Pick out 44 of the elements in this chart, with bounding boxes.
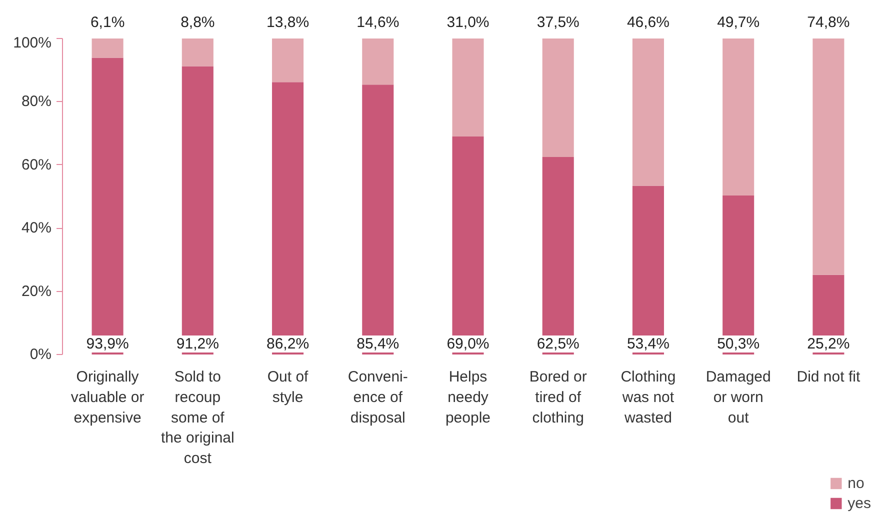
bar — [632, 38, 664, 186]
data-label: 93,9% — [86, 336, 129, 352]
data-label: 49,7% — [717, 14, 760, 32]
bar — [92, 38, 124, 58]
legend-label: yes — [848, 494, 871, 512]
data-label: 91,2% — [176, 336, 219, 352]
bar — [182, 38, 214, 66]
data-label: 46,6% — [626, 14, 670, 32]
data-label: 53,4% — [626, 336, 670, 352]
x-tick-label: Sold to recoup some of the original cost — [160, 368, 234, 468]
bar — [272, 38, 304, 82]
x-tick-label: Bored or tired of clothing — [529, 368, 587, 426]
y-tick-label: 0% — [30, 346, 52, 363]
bar — [362, 38, 394, 85]
data-label: 8,8% — [180, 14, 215, 32]
y-tick-label: 40% — [21, 220, 52, 237]
data-label: 74,8% — [807, 14, 850, 32]
x-tick-label: Originally valuable or expensive — [70, 368, 144, 426]
y-tick-label: 20% — [21, 282, 52, 300]
data-label: 69,0% — [446, 336, 490, 352]
x-tick-label: Out of style — [267, 368, 310, 406]
data-label: 50,3% — [717, 336, 760, 352]
x-tick-label: Helps needy people — [445, 368, 491, 426]
bar — [452, 38, 484, 136]
x-tick-label: Did not fit — [796, 368, 861, 386]
data-label: 62,5% — [536, 336, 580, 352]
y-tick-label: 60% — [21, 156, 52, 174]
data-label: 25,2% — [807, 336, 850, 352]
data-label: 14,6% — [356, 14, 400, 32]
data-label: 37,5% — [536, 14, 580, 32]
data-label: 31,0% — [446, 14, 490, 32]
data-label: 6,1% — [90, 14, 125, 32]
legend-label: no — [848, 474, 866, 492]
x-tick-label: Conveni- ence of disposal — [348, 368, 408, 426]
data-label: 85,4% — [356, 336, 400, 352]
data-label: 86,2% — [266, 336, 310, 352]
bar — [722, 38, 754, 196]
y-tick-label: 80% — [21, 93, 52, 110]
bar — [812, 38, 844, 275]
data-label: 13,8% — [266, 14, 310, 32]
y-tick-label: 100% — [13, 34, 52, 52]
bar — [542, 38, 574, 157]
x-tick-label: Clothing was not wasted — [620, 368, 676, 426]
x-tick-label: Damaged or worn out — [706, 368, 771, 426]
